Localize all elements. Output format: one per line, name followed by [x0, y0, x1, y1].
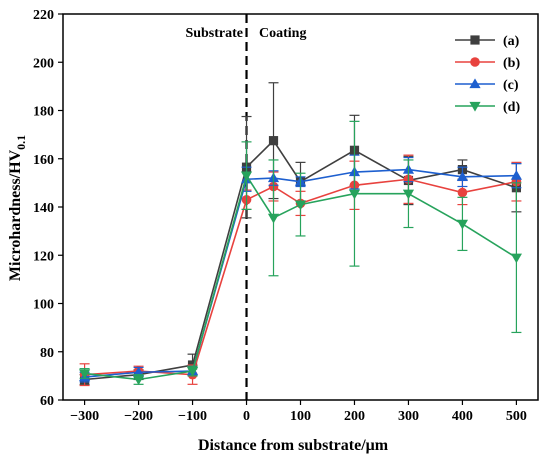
data-point — [132, 375, 145, 386]
y-tick-label: 60 — [40, 394, 54, 409]
series-4 — [78, 120, 523, 386]
y-axis-title-subscript: 0.1 — [14, 135, 28, 150]
data-point — [132, 366, 145, 377]
legend-label: (a) — [503, 34, 520, 49]
x-tick-label: 200 — [344, 409, 365, 424]
x-tick-label: 300 — [398, 409, 419, 424]
data-point — [457, 187, 468, 198]
data-point — [268, 136, 279, 146]
data-point — [402, 189, 415, 200]
legend-marker — [470, 57, 480, 67]
data-point — [240, 171, 253, 182]
legend-item: (a) — [455, 34, 520, 49]
data-point — [456, 219, 469, 230]
x-tick-label: 0 — [243, 409, 250, 424]
y-tick-label: 220 — [33, 8, 54, 23]
legend-item: (b) — [455, 56, 520, 71]
legend-marker — [469, 101, 481, 112]
x-axis-title: Distance from substrate/μm — [198, 437, 389, 454]
y-tick-label: 160 — [33, 153, 54, 168]
coating-annotation: Coating — [259, 26, 306, 41]
y-tick-label: 140 — [33, 201, 54, 216]
x-tick-label: 500 — [506, 409, 527, 424]
series-line — [84, 178, 517, 376]
x-tick-label: 100 — [290, 409, 311, 424]
series-layer — [78, 82, 523, 387]
legend: (a) (b) (c) (d) — [455, 34, 520, 115]
y-tick-label: 80 — [40, 346, 54, 361]
data-point — [348, 189, 361, 200]
y-tick-label: 180 — [33, 105, 54, 120]
data-point — [267, 213, 280, 224]
legend-item: (d) — [455, 100, 520, 115]
data-point — [510, 253, 523, 264]
legend-label: (b) — [503, 56, 520, 71]
y-tick-label: 100 — [33, 298, 54, 313]
x-axis-ticks: −300 −200 −100 0 100 200 300 400 500 — [70, 400, 527, 424]
x-tick-label: −100 — [178, 409, 207, 424]
data-point — [510, 170, 523, 180]
x-tick-label: −300 — [70, 409, 99, 424]
y-axis-title-main: Microhardness/HV — [7, 149, 24, 281]
data-point — [294, 200, 307, 211]
y-tick-label: 120 — [33, 249, 54, 264]
series-line — [84, 173, 517, 381]
legend-item: (c) — [455, 78, 519, 93]
legend-label: (d) — [503, 100, 520, 115]
series-line — [84, 168, 517, 378]
data-point — [456, 171, 469, 181]
y-tick-label: 200 — [33, 56, 54, 71]
x-tick-label: −200 — [124, 409, 153, 424]
y-axis-title: Microhardness/HV0.1 — [7, 135, 28, 281]
legend-marker — [469, 78, 481, 89]
legend-marker — [470, 35, 480, 45]
series-line — [84, 139, 517, 381]
substrate-annotation: Substrate — [185, 26, 243, 41]
legend-label: (c) — [503, 78, 519, 93]
y-axis-ticks: 60 80 100 120 140 160 180 200 220 — [33, 8, 63, 409]
data-point — [186, 366, 199, 377]
x-tick-label: 400 — [452, 409, 473, 424]
data-point — [78, 369, 91, 380]
